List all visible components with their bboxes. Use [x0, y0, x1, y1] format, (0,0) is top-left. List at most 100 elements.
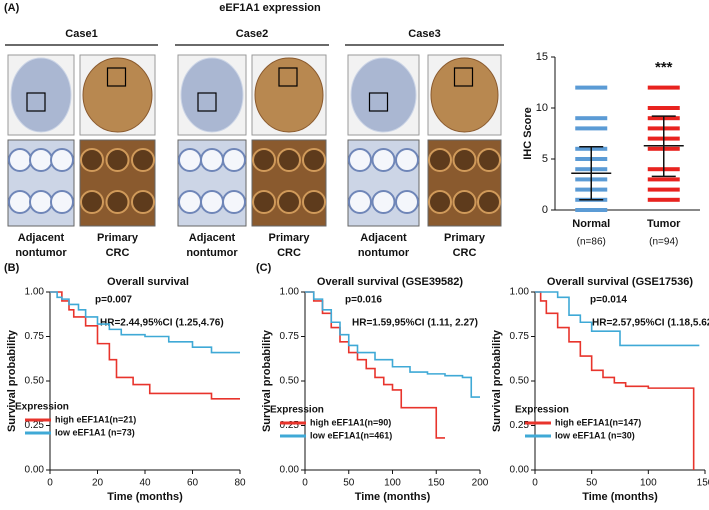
gland — [277, 190, 301, 214]
caption: Primary — [97, 232, 139, 244]
panel-label: (C) — [256, 262, 272, 274]
zoom-box — [368, 92, 389, 112]
gland — [131, 190, 155, 214]
y-axis-label: Survival probability — [6, 329, 18, 432]
gland — [348, 148, 372, 172]
x-tick-label: 150 — [697, 478, 709, 489]
caption: nontumor — [15, 247, 67, 259]
tma-core — [82, 57, 153, 133]
gland — [29, 190, 53, 214]
legend-title: Expression — [270, 405, 324, 416]
zoom-box — [26, 92, 46, 112]
gland — [452, 148, 477, 172]
legend-label: high eEF1A1(n=90) — [310, 417, 391, 427]
survival-curve — [535, 291, 700, 347]
annotation: HR=1.59,95%CI (1.11, 2.27) — [352, 318, 478, 329]
gland — [302, 148, 326, 172]
tma-core — [430, 57, 499, 133]
legend-label: low eEF1A1(n=461) — [310, 430, 392, 440]
y-tick-label: 0.00 — [25, 465, 45, 476]
gland — [371, 148, 396, 172]
y-tick-label: 0.00 — [280, 465, 300, 476]
caption: Primary — [444, 232, 486, 244]
zoom-box — [278, 67, 298, 87]
annotation: p=0.007 — [95, 295, 132, 306]
x-tick-label: 20 — [92, 478, 104, 489]
chart-title: Overall survival (GSE17536) — [547, 276, 693, 288]
gland — [8, 190, 32, 214]
gland — [252, 190, 276, 214]
gland — [302, 190, 326, 214]
annotation: HR=2.44,95%CI (1.25,4.76) — [100, 318, 224, 329]
data-point — [647, 197, 680, 202]
data-point — [647, 106, 680, 110]
case-label: Case1 — [65, 28, 97, 40]
gland — [80, 148, 104, 172]
gland — [371, 190, 396, 214]
y-tick-label: 5 — [542, 153, 548, 165]
panel-a-title: eEF1A1 expression — [219, 2, 321, 14]
data-point — [575, 116, 608, 121]
zoom-box — [453, 67, 474, 87]
y-axis-label: Survival probability — [261, 329, 273, 432]
gland — [348, 190, 372, 214]
zoom-box — [197, 92, 217, 112]
data-point — [575, 208, 608, 212]
tma-core — [180, 57, 244, 133]
y-tick-label: 0.25 — [510, 420, 530, 431]
x-tick-label: 100 — [640, 478, 657, 489]
legend-label: high eEF1A1(n=21) — [55, 414, 136, 424]
gland — [200, 148, 224, 172]
gland — [200, 190, 224, 214]
chart-title: Overall survival — [107, 276, 189, 288]
x-tick-label: 0 — [47, 478, 53, 489]
y-tick-label: 0.75 — [280, 331, 300, 342]
y-tick-label: 1.00 — [510, 287, 530, 298]
sample-size: (n=86) — [577, 237, 606, 248]
gland — [8, 148, 32, 172]
tma-core — [10, 57, 72, 133]
gland — [178, 148, 202, 172]
x-tick-label: 80 — [234, 478, 246, 489]
y-tick-label: 0.50 — [25, 376, 45, 387]
case-label: Case3 — [408, 28, 440, 40]
gland — [277, 148, 301, 172]
panel-label: (B) — [4, 262, 20, 274]
x-axis-label: Time (months) — [107, 491, 183, 503]
x-axis-label: Time (months) — [582, 491, 658, 503]
x-tick-label: Normal — [572, 218, 610, 230]
caption: nontumor — [358, 247, 410, 259]
y-tick-label: 0 — [542, 204, 548, 216]
x-tick-label: 150 — [428, 478, 445, 489]
gland — [222, 190, 246, 214]
x-tick-label: 100 — [384, 478, 401, 489]
annotation: HR=2.57,95%CI (1.18,5.62) — [592, 318, 709, 329]
data-point — [575, 126, 608, 131]
gland — [29, 148, 53, 172]
x-tick-label: Tumor — [647, 218, 681, 230]
tma-core — [254, 57, 324, 133]
caption: CRC — [453, 247, 477, 259]
data-point — [575, 85, 608, 90]
data-point — [647, 177, 680, 182]
x-tick-label: 200 — [472, 478, 489, 489]
y-tick-label: 0.25 — [25, 420, 45, 431]
tma-core — [350, 57, 417, 133]
survival-curve — [305, 291, 480, 398]
legend-title: Expression — [15, 402, 69, 413]
gland — [428, 148, 452, 172]
caption: nontumor — [186, 247, 238, 259]
y-tick-label: 0.50 — [280, 376, 300, 387]
gland — [131, 148, 155, 172]
gland — [222, 148, 246, 172]
gland — [80, 190, 104, 214]
zoom-box — [106, 67, 127, 87]
chart-title: Overall survival (GSE39582) — [317, 276, 463, 288]
y-tick-label: 0.50 — [510, 376, 530, 387]
gland — [477, 190, 501, 214]
x-tick-label: 0 — [532, 478, 538, 489]
legend-label: high eEF1A1(n=147) — [555, 417, 641, 427]
significance: *** — [655, 59, 673, 76]
y-axis-label: Survival probability — [491, 329, 503, 432]
